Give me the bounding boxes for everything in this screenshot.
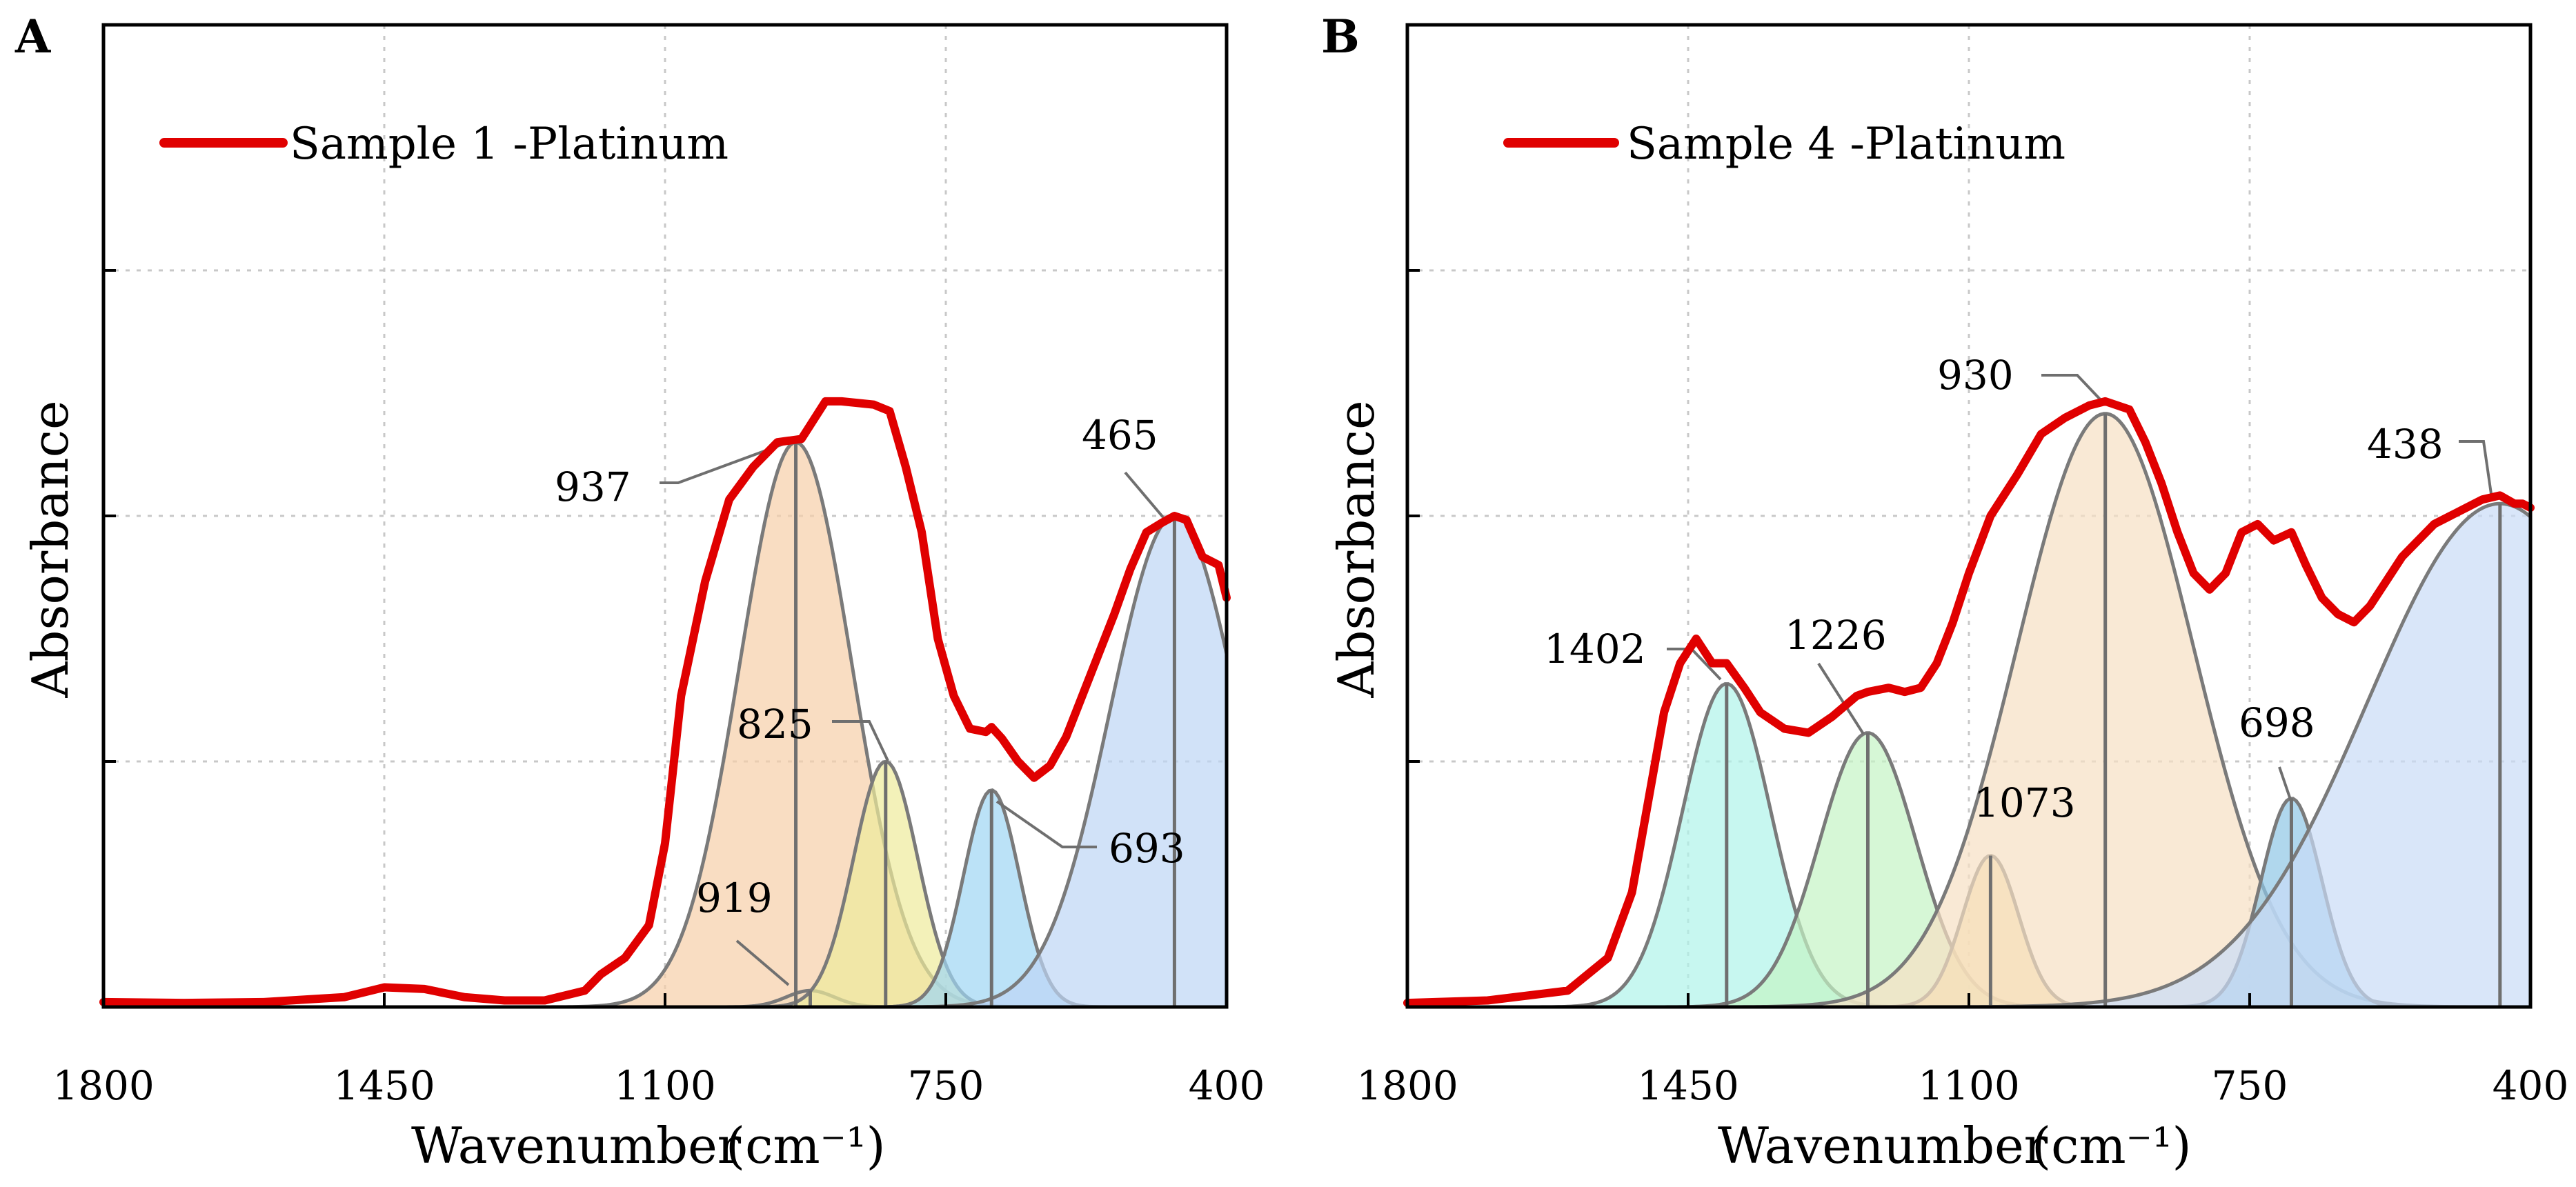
panel-a-peak-label-937: 937 bbox=[555, 463, 631, 510]
panel-a-chart: A 937 919 825 693 465 1800 1450 1100 750 400 Sam… bbox=[14, 10, 1265, 1175]
panel-b-peak-label-438: 438 bbox=[2367, 421, 2444, 468]
panel-a-x-tick-label-1100: 1100 bbox=[614, 1062, 716, 1109]
panel-a-legend-label: Sample 1 -Platinum bbox=[290, 119, 729, 170]
panel-b-legend: Sample 4 -Platinum bbox=[1503, 119, 2065, 170]
panel-a-leader-693 bbox=[995, 800, 1097, 848]
panel-a-x-tick-label-1450: 1450 bbox=[333, 1062, 435, 1109]
panel-b-leader-1226 bbox=[1817, 662, 1865, 735]
panel-b-peak-label-930: 930 bbox=[1937, 352, 2014, 399]
panel-a-axis-ticks: 1800 1450 1100 750 400 bbox=[52, 23, 1265, 1109]
panel-a-component-fill-5 bbox=[103, 516, 1227, 1007]
panel-a-leader-465 bbox=[1124, 471, 1165, 519]
panel-b-letter: B bbox=[1321, 10, 1360, 63]
panel-b-component-fill-1 bbox=[1407, 684, 2530, 1007]
panel-b-chart: B 1402 1226 1073 930 698 438 1800 1450 1100 750 4… bbox=[1321, 10, 2568, 1175]
panel-b-leader-698 bbox=[2278, 766, 2292, 800]
panel-b-x-tick-label-1800: 1800 bbox=[1356, 1062, 1458, 1109]
panel-a-leader-lines: 937 919 825 693 465 bbox=[555, 412, 1185, 986]
panel-a-peak-label-919: 919 bbox=[696, 875, 773, 921]
panel-b-leader-930 bbox=[2041, 374, 2104, 403]
panel-a-y-axis-label: Absorbance bbox=[21, 400, 79, 698]
panel-a-peak-label-825: 825 bbox=[737, 701, 813, 748]
panel-a-leader-919 bbox=[735, 939, 790, 986]
panel-b-legend-label: Sample 4 -Platinum bbox=[1627, 119, 2065, 170]
panel-b-leader-438 bbox=[2459, 440, 2493, 495]
panel-a-peak-label-465: 465 bbox=[1082, 412, 1158, 459]
panel-a-letter: A bbox=[14, 10, 51, 63]
panel-b-peak-label-1402: 1402 bbox=[1544, 626, 1646, 672]
panel-b-component-fill-6 bbox=[1407, 503, 2530, 1007]
panel-b-peak-label-1073: 1073 bbox=[1974, 779, 2076, 826]
panel-a-peak-markers bbox=[794, 442, 1176, 1007]
panel-b-y-axis-label: Absorbance bbox=[1327, 400, 1385, 698]
panel-a-x-tick-label-400: 400 bbox=[1189, 1062, 1265, 1109]
panel-a-leader-825 bbox=[832, 720, 889, 761]
panel-b-x-axis-label: Wavenumber bbox=[1718, 1117, 2048, 1175]
panel-b-x-tick-label-1100: 1100 bbox=[1918, 1062, 2020, 1109]
panel-a-leader-937 bbox=[660, 438, 797, 484]
panel-a-plot-frame bbox=[101, 23, 1229, 1009]
panel-b-x-axis-unit: (cm⁻¹) bbox=[2032, 1117, 2192, 1175]
panel-b-x-tick-label-1450: 1450 bbox=[1637, 1062, 1739, 1109]
panel-b-peak-label-1226: 1226 bbox=[1785, 612, 1887, 659]
panel-a-series-line bbox=[99, 397, 1231, 1008]
panel-b-plot-frame bbox=[1405, 23, 2533, 1009]
panel-b-component-fill-4 bbox=[1407, 413, 2530, 1007]
panel-a-peak-label-693: 693 bbox=[1109, 825, 1185, 872]
panel-b-peak-markers bbox=[1725, 413, 2502, 1007]
panel-a-x-axis-label: Wavenumber bbox=[411, 1117, 742, 1175]
panel-b-series-line bbox=[1403, 397, 2535, 1008]
panel-b-peak-label-698: 698 bbox=[2239, 699, 2315, 746]
panel-b-x-tick-label-400: 400 bbox=[2493, 1062, 2569, 1109]
panel-b-x-tick-label-750: 750 bbox=[2212, 1062, 2288, 1109]
panel-b-leader-lines: 1402 1226 1073 930 698 438 bbox=[1544, 352, 2493, 826]
panel-a-x-tick-label-750: 750 bbox=[908, 1062, 984, 1109]
panel-a-x-tick-label-1800: 1800 bbox=[52, 1062, 155, 1109]
panel-a-legend: Sample 1 -Platinum bbox=[159, 119, 729, 170]
panel-a-x-axis-unit: (cm⁻¹) bbox=[726, 1117, 886, 1175]
